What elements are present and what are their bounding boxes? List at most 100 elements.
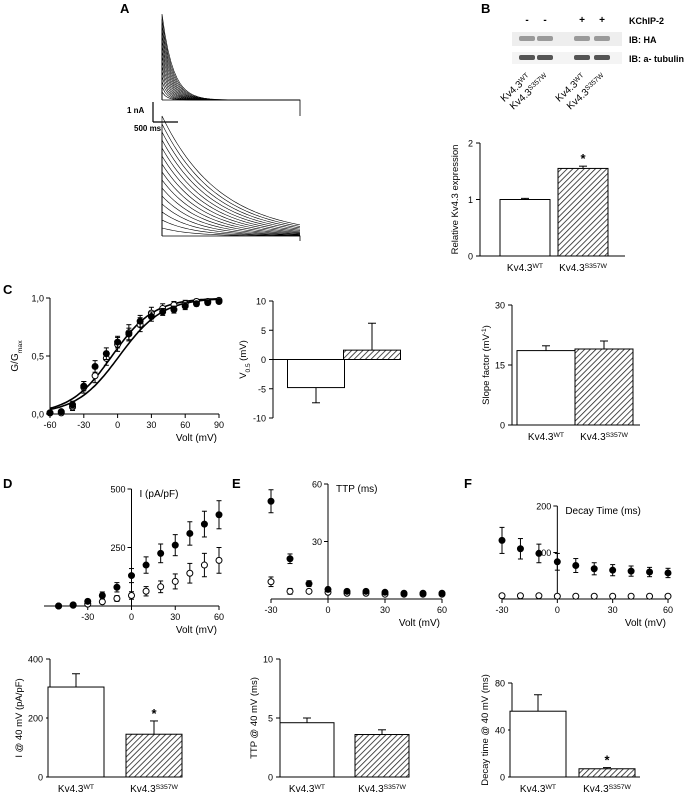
y-tick-label: 100 [536, 548, 551, 558]
y-axis-label: TTP @ 40 mV (ms) [249, 677, 260, 759]
data-point-wt [516, 592, 524, 600]
data-point-mutant [305, 580, 313, 588]
category-label: Kv4.3WT [528, 432, 564, 444]
bar-mutant [574, 348, 634, 426]
panel-label-b: B [481, 1, 490, 16]
data-point-mutant [267, 497, 275, 505]
data-point-wt [553, 592, 561, 600]
kchip-sign: - [525, 15, 528, 26]
category-label-part: Kv4.3 [520, 784, 546, 795]
data-point-wt [113, 595, 121, 603]
category-label-part: Kv4.3 [289, 784, 315, 795]
trace-top [161, 29, 300, 101]
plot-title: I (pA/pF) [140, 489, 179, 500]
y-tick-label: 500 [110, 485, 125, 495]
scale-time-label: 500 ms [134, 124, 162, 133]
trace-bottom [161, 154, 301, 236]
trace-bottom [161, 131, 301, 236]
data-point-mutant [186, 529, 194, 537]
data-point-mutant [419, 589, 427, 597]
trace-top [161, 39, 300, 101]
data-point-wt [305, 587, 313, 595]
panel-label-f: F [464, 476, 472, 491]
bar-mutant [343, 349, 401, 361]
panel-label-c: C [3, 282, 13, 297]
x-tick-label: 60 [437, 605, 447, 615]
x-tick-label: 0 [555, 605, 560, 615]
category-label: Kv4.3WT [289, 784, 325, 796]
lane-label-part: WT [572, 72, 585, 84]
trace-bottom [161, 187, 301, 236]
y-axis-label: Relative Kv4.3 expression [450, 145, 461, 255]
y-axis-label: Decay time @ 40 mV (ms) [480, 674, 491, 786]
data-point-mutant [516, 545, 524, 553]
x-tick-label: -30 [264, 605, 277, 615]
data-point-mutant [343, 587, 351, 595]
y-axis-label-part: -1 [481, 328, 488, 334]
y-axis-label-part: TTP @ 40 mV (ms) [249, 677, 260, 759]
data-point-mutant [113, 583, 121, 591]
trace-top [161, 13, 300, 101]
trace-bottom [161, 171, 301, 236]
kchip-label: KChIP-2 [629, 16, 664, 26]
data-point-wt [664, 592, 672, 600]
y-tick-label: 10 [263, 655, 273, 665]
plot-title: TTP (ms) [336, 484, 377, 495]
y-axis-label: I @ 40 mV (pA/pF) [14, 678, 25, 757]
trace-top [161, 55, 300, 101]
y-axis-label-part: (mV) [238, 340, 249, 363]
data-point-mutant [627, 567, 635, 575]
data-point-wt [627, 592, 635, 600]
data-point-mutant [200, 520, 208, 528]
data-point-wt [267, 578, 275, 586]
data-point-wt [171, 577, 179, 585]
y-tick-label: 30 [312, 537, 322, 547]
tubulin-band [594, 55, 610, 60]
y-tick-label: 250 [110, 543, 125, 553]
data-point-mutant [609, 566, 617, 574]
trace-bottom [161, 123, 301, 236]
data-point-mutant [157, 549, 165, 557]
y-tick-label: 15 [495, 361, 505, 371]
data-point-wt [200, 561, 208, 569]
bar-wt [499, 199, 551, 257]
data-point-mutant [114, 338, 122, 346]
y-tick-label: -5 [258, 384, 266, 394]
y-axis-label-part: max [17, 340, 24, 353]
trace-bottom [161, 195, 301, 236]
bar-mutant [354, 734, 410, 778]
significance-star: * [580, 151, 586, 166]
bar-wt [287, 359, 345, 389]
panel-a-traces [161, 13, 301, 241]
x-tick-label: 60 [214, 612, 224, 622]
plot-title: Decay Time (ms) [565, 506, 641, 517]
trace-bottom [161, 163, 301, 236]
category-label-part: Kv4.3 [58, 784, 84, 795]
blot-membrane-top [512, 32, 622, 46]
category-label-part: S357W [384, 784, 407, 791]
bar-wt [509, 710, 567, 778]
trace-bottom [161, 115, 301, 236]
tubulin-band [537, 55, 553, 60]
y-tick-label: 80 [495, 679, 505, 689]
data-point-mutant [181, 302, 189, 310]
data-point-mutant [142, 561, 150, 569]
y-tick-label: 0 [468, 252, 473, 262]
lane-label-part: WT [517, 72, 530, 84]
trace-bottom-baseline [162, 235, 301, 241]
category-label-part: S357W [606, 432, 629, 439]
y-axis-label: Slope factor (mV-1) [481, 325, 493, 405]
y-tick-label: 5 [261, 326, 266, 336]
category-label: Kv4.3S357W [580, 432, 628, 444]
data-point-mutant [362, 587, 370, 595]
data-point-mutant [136, 317, 144, 325]
data-point-mutant [125, 330, 133, 338]
trace-bottom [161, 203, 301, 236]
data-point-wt [572, 592, 580, 600]
y-tick-label: 5 [268, 714, 273, 724]
data-point-mutant [204, 299, 212, 307]
data-point-mutant [438, 589, 446, 597]
data-point-mutant [147, 313, 155, 321]
category-label: Kv4.3WT [58, 784, 94, 796]
ha-band [574, 36, 590, 41]
